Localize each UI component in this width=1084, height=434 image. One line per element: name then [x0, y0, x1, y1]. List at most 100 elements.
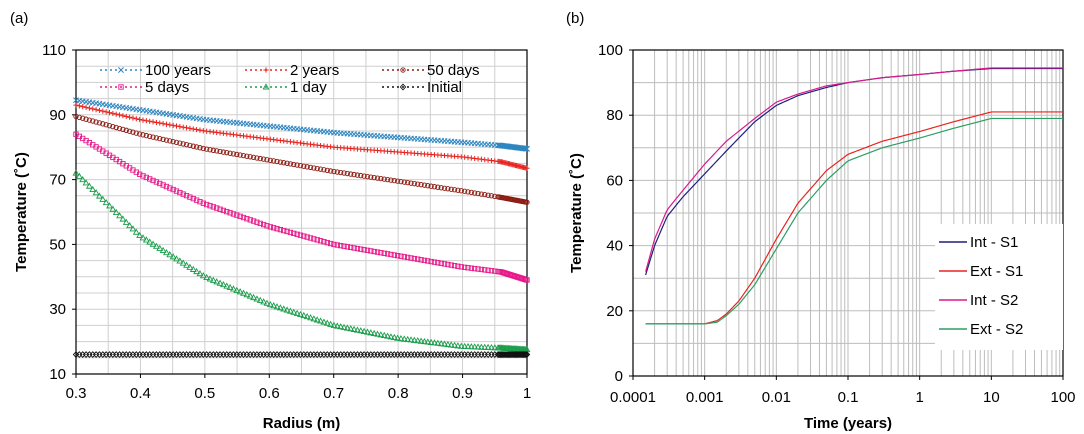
data-point: [400, 335, 408, 342]
data-point: [254, 155, 260, 161]
data-point: [187, 194, 193, 200]
data-point: [100, 121, 106, 127]
data-point: [454, 342, 462, 349]
data-point: [441, 261, 448, 267]
data-point: [152, 242, 160, 249]
data-point: [274, 158, 280, 165]
data-point: [149, 240, 157, 247]
data-point: [348, 171, 354, 177]
data-point: [267, 224, 273, 230]
data-point: [226, 283, 234, 291]
data-point: [374, 249, 381, 255]
data-point: [167, 185, 173, 191]
data-point: [394, 334, 402, 341]
legend-a: 100 years 2 years 50 days 5 days 1 day Initia…: [100, 62, 480, 96]
data-point: [398, 178, 404, 185]
data-point: [353, 326, 361, 333]
data-point: [159, 246, 167, 254]
data-point: [89, 185, 97, 192]
data-point: [321, 239, 327, 245]
data-point: [170, 186, 176, 193]
data-point: [227, 150, 233, 156]
data-point: [83, 116, 89, 122]
data-point: [137, 131, 143, 137]
data-point: [485, 267, 491, 273]
data-point: [290, 308, 298, 315]
legend-entry: Int - S2: [939, 292, 1018, 309]
data-point: [394, 252, 401, 259]
data-point: [320, 318, 328, 325]
data-point: [80, 115, 86, 121]
data-point: [200, 200, 206, 206]
data-point: [240, 152, 247, 159]
data-point: [169, 253, 177, 260]
data-point: [112, 208, 120, 215]
data-point: [445, 186, 451, 192]
y-axis-label: Temperature (˚C): [568, 153, 585, 273]
data-point: [521, 351, 528, 359]
data-point: [196, 270, 204, 277]
legend-marker: [118, 67, 124, 73]
data-point: [338, 242, 344, 249]
data-point: [140, 173, 146, 179]
data-point: [127, 114, 133, 120]
data-point: [374, 175, 381, 181]
x-tick-label: 0.9: [452, 385, 473, 402]
data-point: [76, 103, 82, 109]
data-point: [461, 342, 469, 349]
data-point: [143, 174, 150, 181]
data-point: [244, 216, 250, 222]
data-point: [260, 298, 268, 305]
y-tick-label: 110: [42, 42, 66, 59]
data-point: [364, 328, 371, 335]
data-point: [136, 231, 144, 238]
data-point: [250, 218, 257, 224]
data-point: [183, 142, 190, 148]
data-point: [448, 186, 454, 192]
data-point: [455, 263, 461, 269]
data-point: [284, 160, 290, 166]
data-point: [256, 296, 264, 303]
data-point: [126, 128, 133, 134]
data-point: [294, 231, 300, 237]
data-point: [381, 250, 387, 256]
data-point: [310, 315, 318, 322]
data-point: [468, 189, 474, 196]
data-point: [368, 174, 374, 180]
y-tick-label: 20: [606, 303, 623, 320]
x-tick-label: 0.4: [130, 385, 151, 402]
data-point: [284, 228, 290, 235]
data-point: [448, 262, 454, 268]
data-point: [384, 251, 391, 257]
data-point: [481, 343, 489, 350]
data-point: [488, 268, 495, 274]
series-50-days: [73, 113, 530, 205]
legend-entry: 2 years: [245, 62, 339, 79]
data-point: [210, 204, 217, 210]
data-point: [273, 303, 281, 310]
data-point: [150, 177, 156, 184]
data-point: [472, 265, 478, 272]
data-point: [173, 255, 180, 262]
data-point: [384, 176, 391, 183]
data-point: [301, 163, 307, 169]
data-point: [410, 336, 418, 343]
data-point: [147, 118, 153, 124]
data-point: [270, 302, 278, 309]
data-point: [176, 257, 184, 264]
data-point: [441, 340, 449, 347]
data-point: [263, 299, 271, 306]
data-point: [374, 330, 381, 337]
data-point: [163, 121, 170, 127]
data-point: [435, 260, 441, 266]
data-point: [217, 206, 223, 212]
data-point: [344, 244, 351, 250]
data-point: [317, 317, 325, 324]
data-point: [394, 178, 401, 184]
data-point: [445, 261, 451, 268]
data-point: [368, 248, 374, 254]
data-point: [327, 240, 334, 247]
data-point: [291, 161, 297, 168]
data-point: [86, 117, 93, 123]
data-point: [137, 171, 143, 177]
